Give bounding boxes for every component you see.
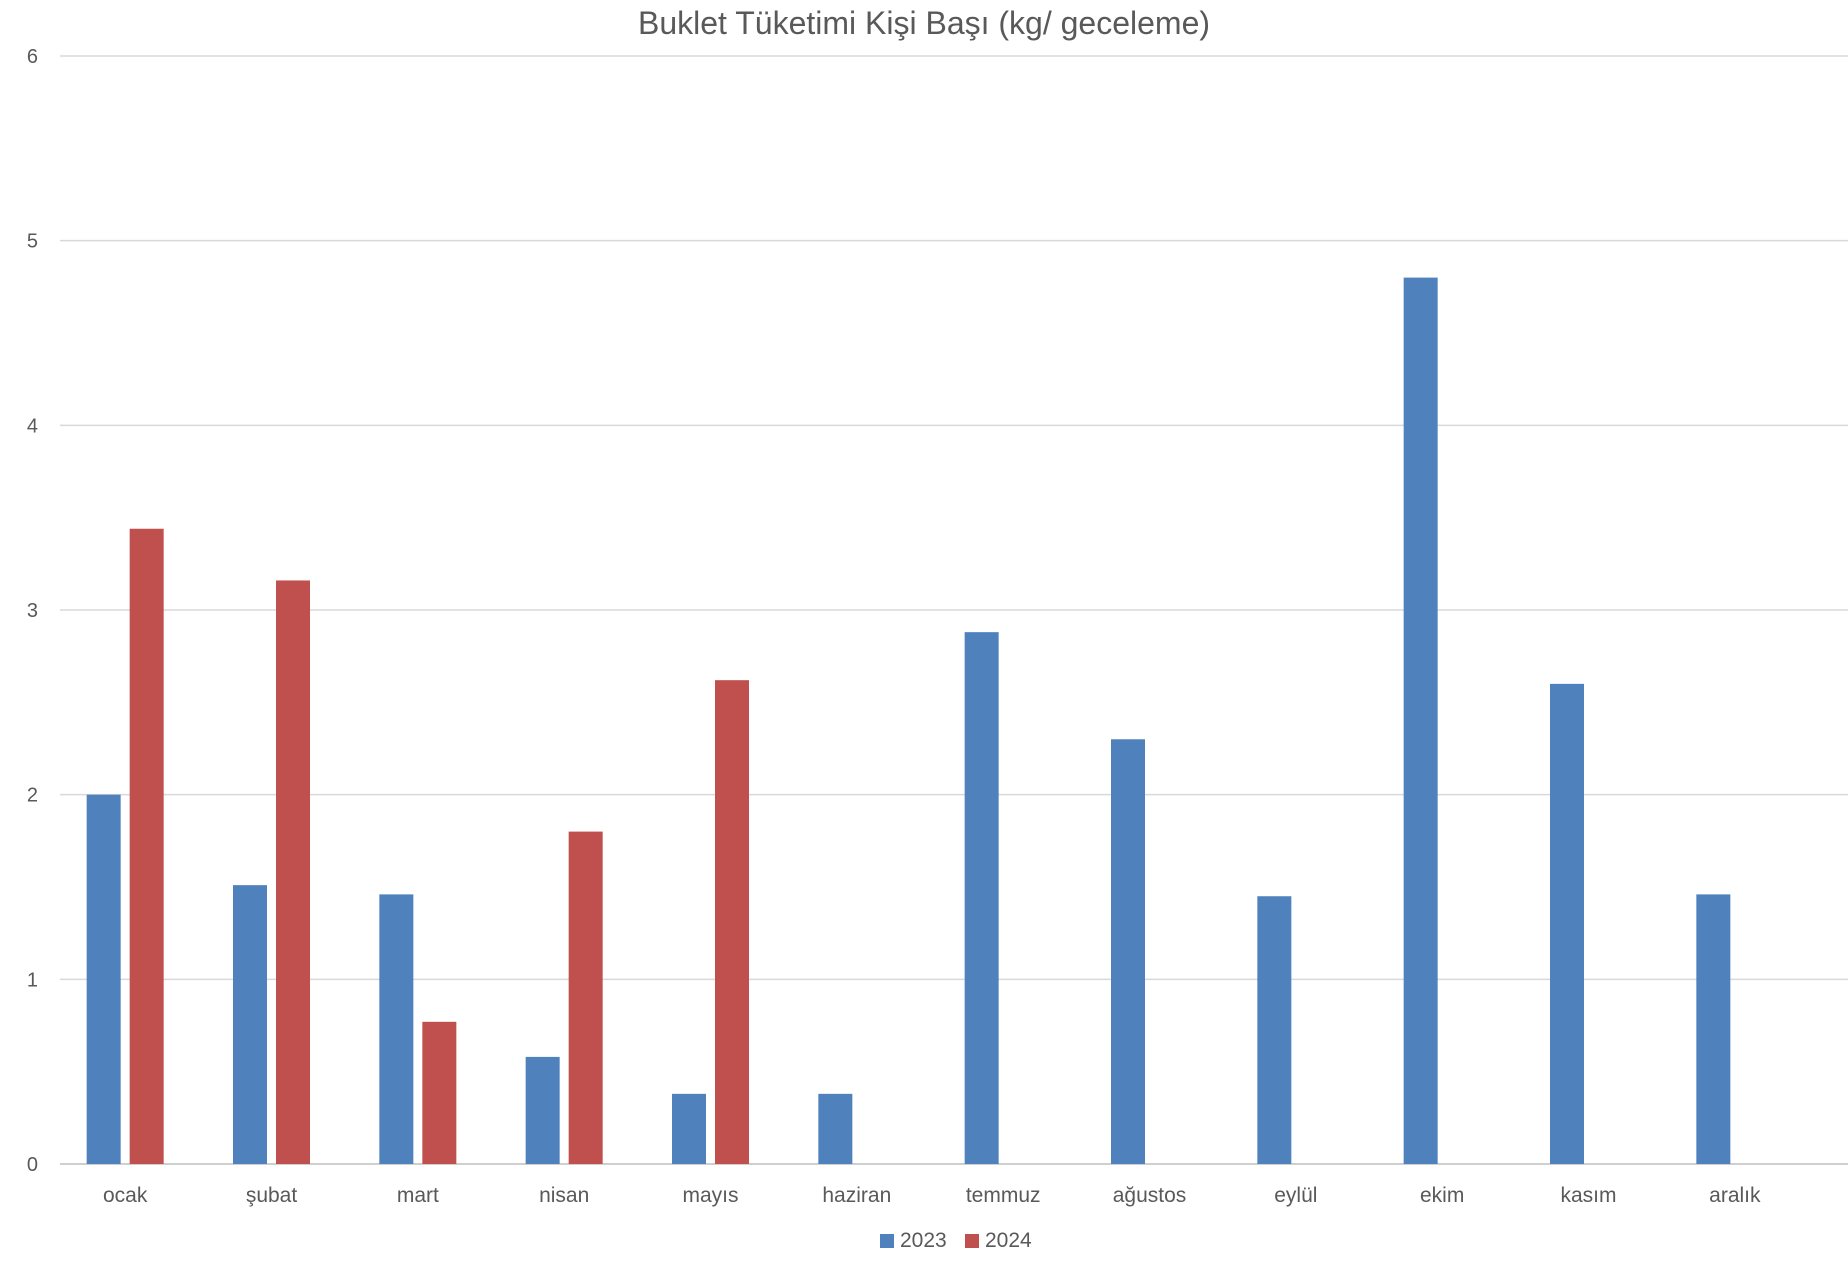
bar-2023-ekim: [1403, 277, 1438, 1165]
legend: 2023 2024: [880, 1229, 1032, 1252]
y-tick-label: 0: [27, 1154, 38, 1176]
x-tick-label: temmuz: [966, 1184, 1041, 1207]
x-tick-label: mayıs: [682, 1184, 738, 1207]
bar-2024-nisan: [568, 831, 603, 1164]
bars: [86, 277, 1731, 1165]
bar-2023-haziran: [818, 1093, 853, 1164]
bar-2023-ağustos: [1111, 739, 1145, 1164]
bar-2023-nisan: [525, 1056, 560, 1164]
bar-2023-ocak: [86, 794, 121, 1164]
legend-swatch-2024: [965, 1234, 979, 1248]
y-tick-label: 4: [27, 415, 38, 437]
bar-2023-kasım: [1550, 683, 1584, 1164]
legend-label: 2023: [900, 1229, 947, 1252]
bar-2024-ocak: [129, 528, 164, 1164]
chart-title: Buklet Tüketimi Kişi Başı (kg/ geceleme): [638, 5, 1210, 41]
x-tick-label: kasım: [1560, 1184, 1616, 1207]
y-axis-ticks: 0 1 2 3 4 5 6: [27, 46, 38, 1176]
x-tick-label: ağustos: [1113, 1184, 1187, 1207]
gridlines: [60, 55, 1848, 1165]
bar-2023-mayıs: [672, 1093, 706, 1164]
x-tick-label: eylül: [1274, 1184, 1317, 1207]
y-tick-label: 6: [27, 46, 38, 68]
x-tick-label: mart: [397, 1184, 439, 1207]
x-tick-label: şubat: [246, 1184, 298, 1207]
x-tick-label: nisan: [539, 1184, 589, 1207]
y-tick-label: 1: [27, 969, 38, 991]
y-tick-label: 5: [27, 231, 38, 253]
x-tick-label: ekim: [1420, 1184, 1464, 1207]
bar-2024-şubat: [276, 580, 310, 1164]
x-tick-label: haziran: [822, 1184, 891, 1207]
bar-2024-mart: [422, 1021, 457, 1164]
legend-swatch-2023: [880, 1234, 894, 1248]
x-tick-label: ocak: [103, 1184, 148, 1207]
bar-2023-eylül: [1257, 896, 1292, 1164]
bar-2023-mart: [379, 894, 414, 1164]
bar-2023-şubat: [233, 885, 267, 1164]
x-tick-label: aralık: [1709, 1184, 1761, 1207]
bar-2024-mayıs: [715, 680, 749, 1164]
bar-2023-temmuz: [964, 632, 999, 1164]
x-axis-ticks: ocak şubat mart nisan mayıs haziran temmuz ağus…: [103, 1184, 1761, 1207]
y-tick-label: 2: [27, 785, 38, 807]
bar-2023-aralık: [1696, 894, 1731, 1164]
y-tick-label: 3: [27, 600, 38, 622]
legend-label: 2024: [985, 1229, 1032, 1252]
